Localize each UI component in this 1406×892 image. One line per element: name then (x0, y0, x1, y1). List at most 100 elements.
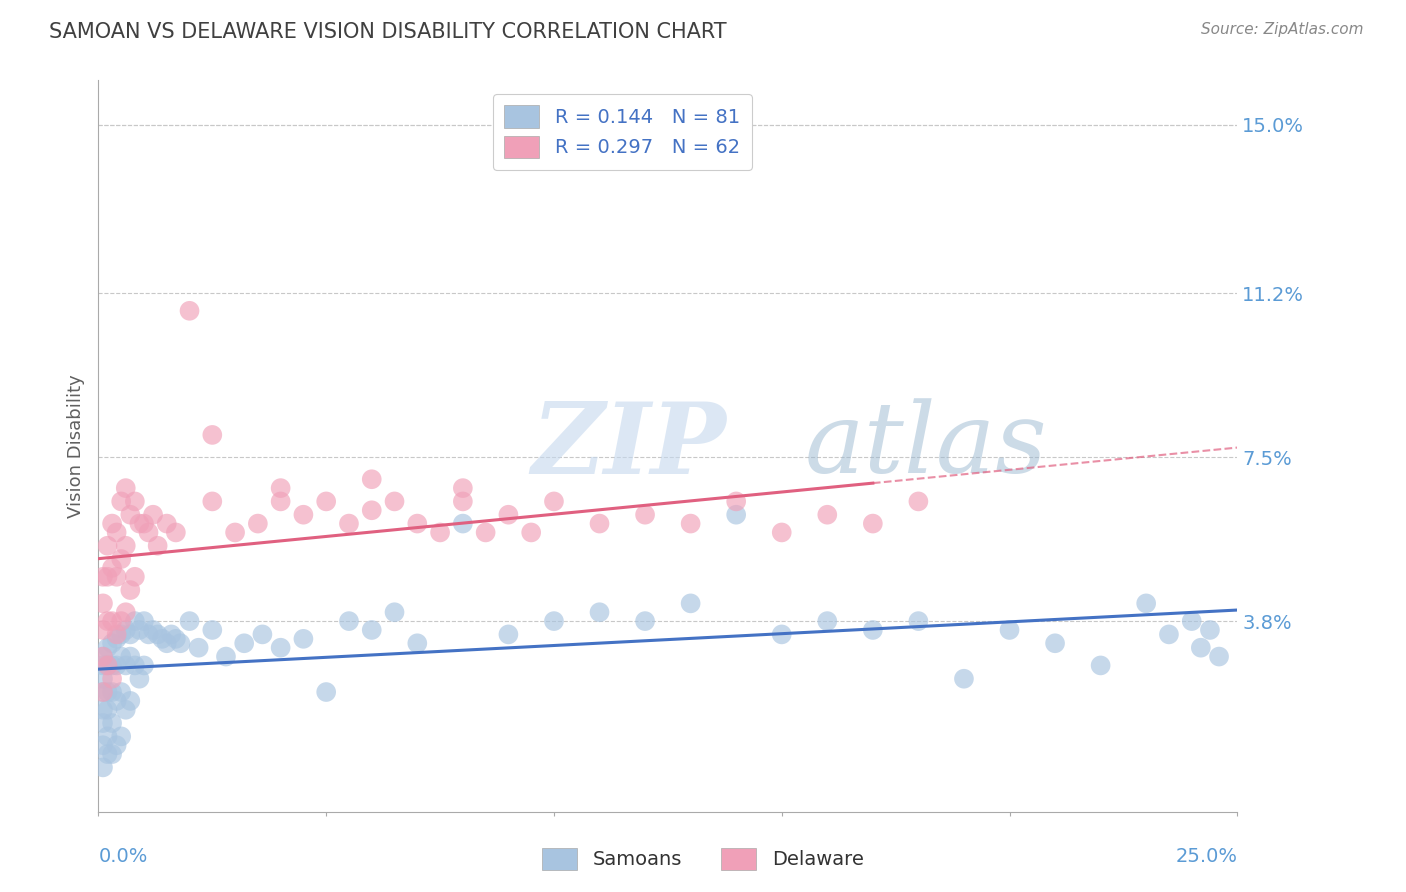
Point (588, 516, 610, 531)
Point (91, 649, 114, 664)
Legend: R = 0.144   N = 81, R = 0.297   N = 62: R = 0.144 N = 81, R = 0.297 N = 62 (492, 94, 752, 169)
Point (770, 627, 793, 641)
Point (120, 649, 142, 664)
Point (224, 525, 246, 540)
Point (110, 730, 132, 744)
Point (201, 623, 224, 637)
Point (679, 596, 702, 610)
Point (101, 614, 124, 628)
Point (105, 738, 128, 752)
Point (233, 636, 256, 650)
Point (101, 561, 124, 575)
Point (101, 685, 124, 699)
Point (543, 614, 565, 628)
Text: 25.0%: 25.0% (1175, 847, 1237, 866)
Point (907, 614, 929, 628)
Point (120, 694, 142, 708)
Point (120, 508, 142, 522)
Point (315, 685, 337, 699)
Point (201, 428, 224, 442)
Point (142, 623, 165, 637)
Point (270, 481, 292, 495)
Point (91, 596, 114, 610)
Point (124, 614, 146, 628)
Point (337, 614, 360, 628)
Point (292, 508, 315, 522)
Point (110, 685, 132, 699)
Point (246, 516, 269, 531)
Point (105, 694, 128, 708)
Point (91, 760, 114, 774)
Point (91, 570, 114, 584)
Point (101, 672, 124, 686)
Point (406, 516, 429, 531)
Point (91, 658, 114, 673)
Point (187, 640, 209, 655)
Point (91, 649, 114, 664)
Point (91, 738, 114, 752)
Point (429, 525, 451, 540)
Point (201, 494, 224, 508)
Point (128, 623, 150, 637)
Point (160, 627, 183, 641)
Point (114, 658, 136, 673)
Point (91, 703, 114, 717)
Text: 0.0%: 0.0% (98, 847, 148, 866)
Text: atlas: atlas (804, 399, 1047, 493)
Text: SAMOAN VS DELAWARE VISION DISABILITY CORRELATION CHART: SAMOAN VS DELAWARE VISION DISABILITY COR… (49, 22, 727, 42)
Point (105, 627, 128, 641)
Point (128, 516, 150, 531)
Point (132, 516, 155, 531)
Legend: Samoans, Delaware: Samoans, Delaware (534, 839, 872, 878)
Point (169, 636, 191, 650)
Point (96, 747, 118, 761)
Point (315, 494, 337, 508)
Point (360, 623, 382, 637)
Point (1189, 640, 1212, 655)
Point (101, 636, 124, 650)
Point (588, 605, 610, 619)
Point (91, 623, 114, 637)
Point (142, 508, 165, 522)
Point (132, 658, 155, 673)
Point (120, 627, 142, 641)
Point (96, 614, 118, 628)
Point (634, 508, 657, 522)
Point (105, 570, 128, 584)
Point (110, 552, 132, 566)
Point (815, 508, 838, 522)
Y-axis label: Vision Disability: Vision Disability (66, 374, 84, 518)
Point (725, 508, 748, 522)
Point (114, 605, 136, 619)
Point (146, 627, 169, 641)
Point (679, 516, 702, 531)
Point (101, 658, 124, 673)
Point (1157, 627, 1180, 641)
Point (451, 481, 474, 495)
Point (101, 747, 124, 761)
Point (1090, 658, 1112, 673)
Point (1199, 623, 1222, 637)
Point (110, 627, 132, 641)
Point (907, 494, 929, 508)
Point (96, 539, 118, 553)
Point (96, 685, 118, 699)
Point (120, 583, 142, 598)
Point (156, 636, 179, 650)
Point (96, 703, 118, 717)
Point (138, 627, 160, 641)
Point (91, 716, 114, 731)
Point (124, 570, 146, 584)
Point (96, 658, 118, 673)
Point (146, 539, 169, 553)
Point (114, 539, 136, 553)
Point (1135, 596, 1157, 610)
Point (101, 716, 124, 731)
Point (105, 658, 128, 673)
Point (179, 303, 201, 318)
Point (862, 516, 884, 531)
Point (114, 481, 136, 495)
Point (498, 627, 520, 641)
Point (953, 672, 976, 686)
Point (105, 525, 128, 540)
